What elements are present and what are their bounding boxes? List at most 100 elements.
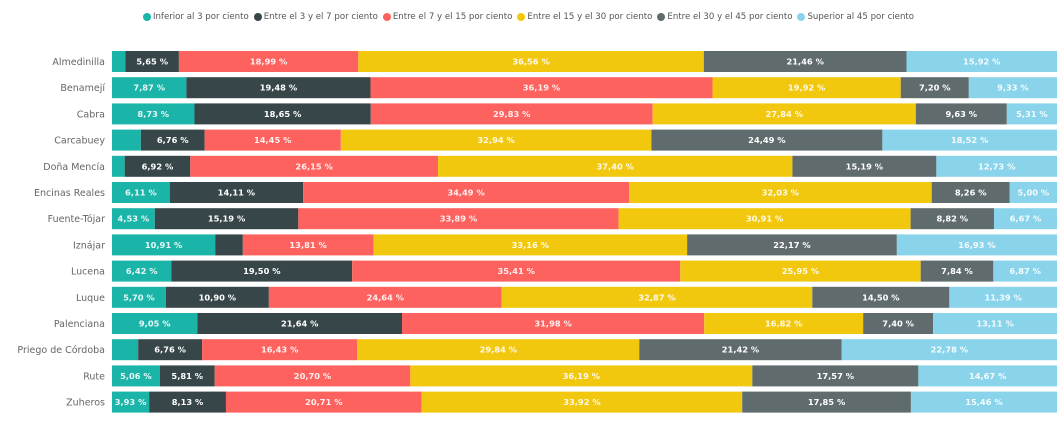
y-axis-label: Fuente-Tójar: [48, 214, 105, 225]
bar-segment[interactable]: [651, 129, 883, 151]
bar-segment[interactable]: [680, 260, 921, 282]
bar-segment[interactable]: [186, 77, 371, 99]
bar-segment[interactable]: [792, 155, 937, 177]
bar-segment[interactable]: [915, 103, 1007, 125]
bar-segment[interactable]: [410, 365, 753, 387]
bar-segment[interactable]: [171, 260, 353, 282]
bar-segment[interactable]: [920, 260, 994, 282]
bar-segment[interactable]: [863, 313, 934, 334]
bar-segment[interactable]: [215, 234, 243, 256]
legend-item[interactable]: Entre el 3 y el 7 por ciento: [253, 12, 378, 22]
bar-segment[interactable]: [112, 129, 141, 151]
bar-segment[interactable]: [112, 103, 195, 125]
bar-segment[interactable]: [169, 182, 304, 203]
bar-segment[interactable]: [896, 234, 1057, 256]
legend-item[interactable]: Entre el 7 y el 15 por ciento: [382, 12, 512, 22]
bar-segment[interactable]: [112, 51, 126, 72]
bar-segment[interactable]: [112, 234, 216, 256]
bar-segment[interactable]: [268, 286, 502, 308]
bar-segment[interactable]: [112, 391, 150, 413]
bar-segment[interactable]: [340, 129, 652, 151]
bar-segment[interactable]: [687, 234, 897, 256]
bar-segment[interactable]: [112, 77, 187, 99]
data-label: 19,92 %: [788, 83, 826, 93]
bar-segment[interactable]: [197, 313, 403, 334]
bar-segment[interactable]: [370, 77, 713, 99]
data-label: 11,39 %: [984, 292, 1022, 302]
data-label: 15,19 %: [846, 161, 884, 171]
bar-segment[interactable]: [112, 260, 172, 282]
bar-segment[interactable]: [812, 286, 950, 308]
bar-segment[interactable]: [712, 77, 901, 99]
bar-segment[interactable]: [225, 391, 422, 413]
bar-segment[interactable]: [752, 365, 919, 387]
bar-segment[interactable]: [298, 208, 619, 230]
bar-segment[interactable]: [112, 155, 125, 177]
data-label: 32,94 %: [477, 135, 515, 145]
bar-segment[interactable]: [357, 339, 640, 361]
bar-segment[interactable]: [841, 339, 1057, 361]
bar-segment[interactable]: [742, 391, 911, 413]
bar-segment[interactable]: [931, 182, 1010, 203]
legend-item[interactable]: Entre el 30 y el 45 por ciento: [657, 12, 792, 22]
bar-segment[interactable]: [112, 313, 198, 334]
bar-segment[interactable]: [112, 365, 160, 387]
bar-segment[interactable]: [112, 286, 166, 308]
bar-segment[interactable]: [165, 286, 269, 308]
bar-segment[interactable]: [501, 286, 813, 308]
bar-segment[interactable]: [190, 155, 439, 177]
bar-segment[interactable]: [421, 391, 743, 413]
bar-segment[interactable]: [373, 234, 688, 256]
bar-segment[interactable]: [402, 313, 705, 334]
bar-segment[interactable]: [704, 313, 864, 334]
bar-segment[interactable]: [618, 208, 911, 230]
bar-segment[interactable]: [910, 391, 1057, 413]
bar-segment[interactable]: [303, 182, 630, 203]
bar-segment[interactable]: [154, 208, 299, 230]
data-label: 8,26 %: [955, 188, 987, 198]
bar-segment[interactable]: [652, 103, 916, 125]
bar-segment[interactable]: [352, 260, 681, 282]
bar-segment[interactable]: [202, 339, 358, 361]
bar-segment[interactable]: [125, 51, 179, 72]
bar-segment[interactable]: [993, 208, 1057, 230]
bar-segment[interactable]: [949, 286, 1057, 308]
bar-segment[interactable]: [358, 51, 704, 72]
bar-segment[interactable]: [1009, 182, 1057, 203]
data-label: 21,42 %: [722, 345, 760, 355]
bar-segment[interactable]: [882, 129, 1057, 151]
legend-item[interactable]: Superior al 45 por ciento: [797, 12, 914, 22]
bar-segment[interactable]: [968, 77, 1057, 99]
bar-segment[interactable]: [178, 51, 359, 72]
bar-segment[interactable]: [242, 234, 374, 256]
bar-segment[interactable]: [112, 208, 155, 230]
bar-segment[interactable]: [204, 129, 341, 151]
legend-item[interactable]: Inferior al 3 por ciento: [142, 12, 249, 22]
bar-segment[interactable]: [194, 103, 371, 125]
bar-segment[interactable]: [933, 313, 1057, 334]
bar-segment[interactable]: [438, 155, 793, 177]
bar-segment[interactable]: [1006, 103, 1057, 125]
bar-segment[interactable]: [124, 155, 191, 177]
legend-item[interactable]: Entre el 15 y el 30 por ciento: [517, 12, 652, 22]
bar-segment[interactable]: [149, 391, 226, 413]
bar-segment[interactable]: [993, 260, 1057, 282]
bar-segment[interactable]: [370, 103, 653, 125]
bar-segment[interactable]: [639, 339, 842, 361]
bar-segment[interactable]: [900, 77, 969, 99]
bar-segment[interactable]: [910, 208, 994, 230]
legend-marker: [253, 13, 262, 21]
bar-segment[interactable]: [112, 339, 139, 361]
bar-segment[interactable]: [703, 51, 907, 72]
bar-segment[interactable]: [214, 365, 411, 387]
bar-segment[interactable]: [906, 51, 1057, 72]
bar-segment[interactable]: [159, 365, 215, 387]
bar-segment[interactable]: [918, 365, 1057, 387]
bar-segment[interactable]: [140, 129, 205, 151]
data-label: 5,70 %: [123, 292, 155, 302]
data-label: 20,70 %: [294, 371, 332, 381]
bar-segment[interactable]: [936, 155, 1057, 177]
bar-segment[interactable]: [138, 339, 203, 361]
bar-segment[interactable]: [629, 182, 932, 203]
bar-segment[interactable]: [112, 182, 170, 203]
